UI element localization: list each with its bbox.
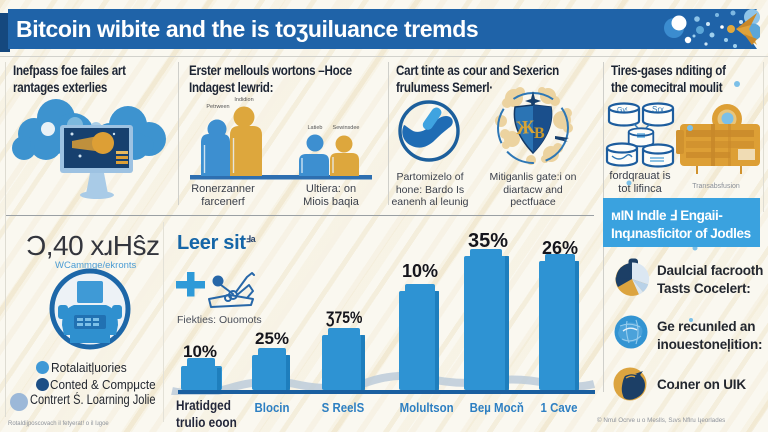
svg-text:Sɾх: Sɾх xyxy=(652,105,664,114)
svg-text:Ж: Ж xyxy=(515,117,535,139)
svg-text:Gvᵗ: Gvᵗ xyxy=(617,107,628,114)
svg-text:B: B xyxy=(534,125,545,142)
